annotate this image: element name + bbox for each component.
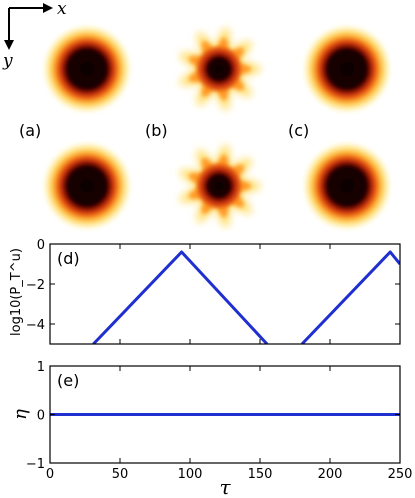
- spot-bottom-2: [179, 144, 261, 228]
- chartE-xlabel: τ: [219, 475, 231, 498]
- chartE-xtick-label-0: 0: [46, 467, 54, 482]
- chartE-xtick-label-5: 250: [388, 467, 413, 482]
- chartE-ytick-label-0: 1: [37, 360, 45, 375]
- chart-d: 0 −2 −4 (d) log10(P_T^u): [9, 238, 401, 345]
- y-axis-indicator-label: y: [2, 51, 13, 71]
- chartE-ylabel: η: [10, 409, 31, 420]
- spot-top-2-core: [197, 47, 241, 91]
- panel-label-b: (b): [145, 121, 168, 140]
- chartE-ytick-label-2: −1: [26, 457, 45, 472]
- chartD-series-2: [300, 250, 400, 344]
- chartD-ylabel: log10(P_T^u): [9, 248, 24, 336]
- chartD-ytick-label-1: −2: [26, 278, 45, 293]
- spot-top-1: [43, 25, 131, 113]
- y-arrow-head: [4, 40, 14, 50]
- spot-bottom-1: [43, 142, 131, 230]
- chartD-frame: [49, 243, 401, 345]
- spot-bottom-1-glow: [43, 142, 131, 230]
- chartE-xtick-label-1: 50: [112, 467, 129, 482]
- spot-top-1-glow: [43, 25, 131, 113]
- chartE-xtick-label-2: 100: [178, 467, 203, 482]
- chartE-panel-label: (e): [57, 371, 79, 390]
- spot-top-3: [303, 25, 391, 113]
- spot-bottom-2-core: [197, 164, 241, 208]
- x-axis-indicator-label: x: [57, 0, 67, 19]
- chartD-ytick-label-2: −4: [26, 318, 45, 333]
- chartD-series-1: [92, 250, 269, 344]
- chartE-xtick-label-3: 150: [248, 467, 273, 482]
- chart-e: 10−10 50 100 150 200 250(e)ητ: [10, 360, 412, 498]
- chartE-ytick-label-1: 0: [37, 409, 45, 424]
- spot-top-3-glow: [303, 25, 391, 113]
- chartD-ytick-label-0: 0: [37, 238, 45, 253]
- chartD-panel-label: (d): [57, 249, 80, 268]
- intensity-panels: [43, 25, 391, 230]
- panel-label-c: (c): [288, 121, 309, 140]
- x-arrow-head: [43, 3, 53, 13]
- chartE-xtick-label-4: 200: [318, 467, 343, 482]
- spot-bottom-3-glow: [303, 142, 391, 230]
- spot-top-2: [179, 27, 261, 111]
- axes-indicator: x y: [2, 0, 67, 71]
- panel-label-a: (a): [19, 121, 41, 140]
- spot-bottom-3: [303, 142, 391, 230]
